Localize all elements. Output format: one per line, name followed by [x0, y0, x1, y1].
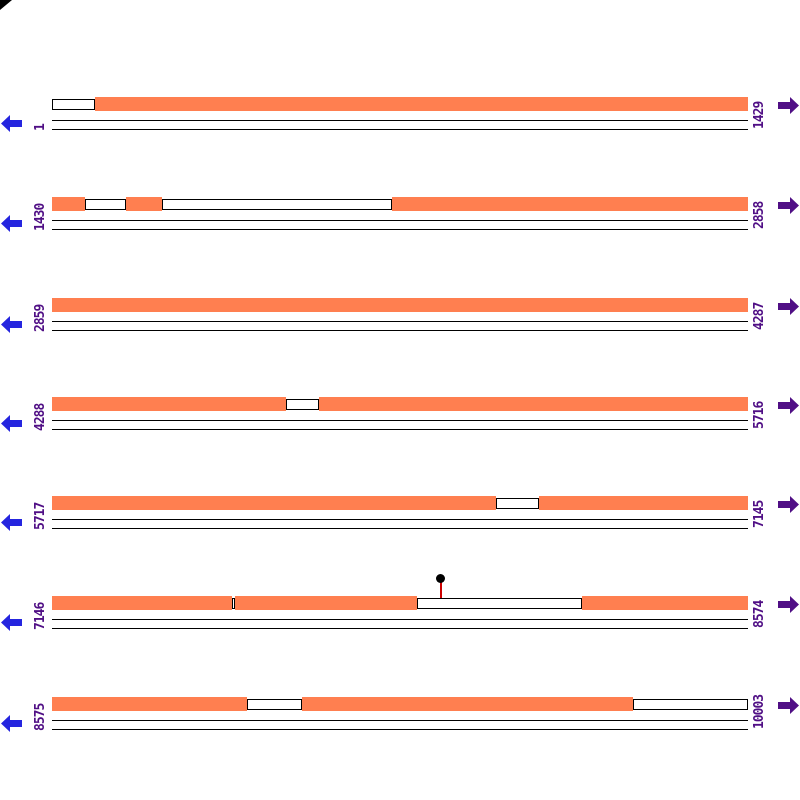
match-segment[interactable]: [235, 596, 417, 610]
gap-segment[interactable]: [85, 199, 126, 210]
track-end-label: 4287: [752, 302, 767, 330]
strand-line-2: [52, 528, 748, 529]
track-end-label: 1429: [752, 101, 767, 129]
scroll-left-arrow[interactable]: [1, 316, 22, 333]
scroll-right-arrow[interactable]: [778, 97, 799, 114]
match-segment[interactable]: [52, 496, 496, 510]
track-row-3: 2859 4287: [0, 270, 800, 370]
gap-segment[interactable]: [633, 699, 748, 710]
track-row-6: 7146 8574: [0, 568, 800, 668]
scroll-left-arrow[interactable]: [1, 415, 22, 432]
track-row-5: 5717 7145: [0, 468, 800, 568]
strand-line-2: [52, 429, 748, 430]
track-row-2: 1430 2858: [0, 169, 800, 269]
gap-segment[interactable]: [232, 598, 235, 609]
strand-line-1: [52, 120, 748, 121]
match-segment[interactable]: [302, 697, 633, 711]
gap-segment[interactable]: [496, 498, 539, 509]
track-start-label: 7146: [33, 602, 48, 630]
strand-line-1: [52, 720, 748, 721]
scroll-left-arrow[interactable]: [1, 215, 22, 232]
scroll-left-arrow[interactable]: [1, 614, 22, 631]
strand-line-2: [52, 729, 748, 730]
strand-line-2: [52, 628, 748, 629]
track-row-7: 8575 10003: [0, 669, 800, 769]
track-start-label: 2859: [33, 304, 48, 332]
track-end-label: 7145: [752, 500, 767, 528]
scroll-right-arrow[interactable]: [778, 596, 799, 613]
track-start-label: 1430: [33, 203, 48, 231]
track-start-label: 1: [33, 124, 48, 131]
match-segment[interactable]: [52, 697, 247, 711]
scroll-left-arrow[interactable]: [1, 715, 22, 732]
track-start-label: 4288: [33, 403, 48, 431]
match-segment[interactable]: [539, 496, 748, 510]
match-segment[interactable]: [582, 596, 748, 610]
scroll-left-arrow[interactable]: [1, 514, 22, 531]
strand-line-1: [52, 519, 748, 520]
match-segment[interactable]: [392, 197, 748, 211]
gap-segment[interactable]: [417, 598, 582, 609]
strand-line-1: [52, 420, 748, 421]
match-segment[interactable]: [52, 596, 232, 610]
strand-line-1: [52, 321, 748, 322]
scroll-right-arrow[interactable]: [778, 697, 799, 714]
track-end-label: 10003: [752, 694, 767, 729]
track-end-label: 8574: [752, 600, 767, 628]
gap-segment[interactable]: [247, 699, 302, 710]
match-segment[interactable]: [319, 397, 748, 411]
cursor-artifact: [0, 0, 12, 10]
feature-marker-stem: [440, 582, 442, 598]
strand-line-2: [52, 129, 748, 130]
match-segment[interactable]: [95, 97, 748, 111]
track-start-label: 5717: [33, 502, 48, 530]
gap-segment[interactable]: [162, 199, 392, 210]
strand-line-2: [52, 330, 748, 331]
match-segment[interactable]: [126, 197, 162, 211]
strand-line-2: [52, 229, 748, 230]
track-row-4: 4288 5716: [0, 369, 800, 469]
gap-segment[interactable]: [52, 99, 95, 110]
gap-segment[interactable]: [286, 399, 319, 410]
feature-marker-icon[interactable]: [436, 574, 445, 583]
strand-line-1: [52, 220, 748, 221]
strand-line-1: [52, 619, 748, 620]
scroll-right-arrow[interactable]: [778, 197, 799, 214]
match-segment[interactable]: [52, 197, 85, 211]
scroll-right-arrow[interactable]: [778, 397, 799, 414]
match-segment[interactable]: [52, 397, 286, 411]
scroll-right-arrow[interactable]: [778, 298, 799, 315]
track-start-label: 8575: [33, 703, 48, 731]
track-row-1: 1 1429: [0, 69, 800, 169]
track-end-label: 5716: [752, 401, 767, 429]
scroll-right-arrow[interactable]: [778, 496, 799, 513]
scroll-left-arrow[interactable]: [1, 115, 22, 132]
track-end-label: 2858: [752, 201, 767, 229]
match-segment[interactable]: [52, 298, 748, 312]
